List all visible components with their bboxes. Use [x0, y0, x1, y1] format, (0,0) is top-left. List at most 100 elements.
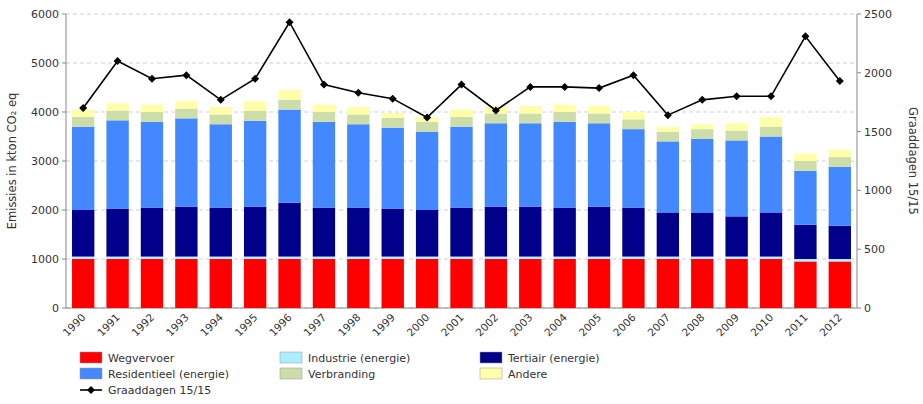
bar [760, 127, 782, 137]
bar [485, 106, 507, 113]
marker [354, 89, 362, 97]
bar [416, 257, 438, 259]
bar [553, 112, 575, 122]
y-tick-label: 3000 [31, 155, 59, 168]
x-tick-label: 1997 [301, 311, 328, 338]
bar [485, 113, 507, 123]
bar [450, 208, 472, 257]
legend-swatch [87, 386, 95, 394]
bar [313, 122, 335, 208]
y-axis-line [66, 14, 67, 308]
bar [622, 119, 644, 129]
bar [691, 259, 713, 308]
y-tick-label: 1000 [31, 253, 59, 266]
marker [526, 83, 534, 91]
bar [829, 226, 851, 259]
bar [725, 140, 747, 216]
bar [829, 259, 851, 261]
y2-tick-label: 500 [864, 243, 885, 256]
marker [251, 75, 259, 83]
bar [450, 257, 472, 259]
x-tick-label: 1995 [232, 311, 259, 338]
x-tick-label: 1993 [163, 311, 190, 338]
bar [278, 110, 300, 203]
marker [698, 96, 706, 104]
bar [450, 117, 472, 127]
bar [588, 259, 610, 308]
bar [210, 107, 232, 114]
marker [148, 75, 156, 83]
bar [519, 259, 541, 308]
marker [733, 92, 741, 100]
marker [767, 92, 775, 100]
legend-label: Industrie (energie) [308, 352, 410, 365]
bar [347, 208, 369, 257]
bar [794, 161, 816, 171]
marker [320, 81, 328, 89]
y-tick-label: 5000 [31, 57, 59, 70]
y-tick [62, 161, 66, 162]
bar [141, 122, 163, 208]
y2-tick [857, 131, 861, 132]
bar [760, 137, 782, 213]
bar [244, 207, 266, 257]
x-tick-label: 2009 [714, 311, 741, 338]
bar [553, 208, 575, 257]
bar [657, 212, 679, 256]
y2-tick-label: 0 [864, 302, 871, 315]
bar [691, 124, 713, 129]
bar [794, 171, 816, 225]
y2-tick [857, 308, 861, 309]
bar [485, 259, 507, 308]
bar [829, 157, 851, 167]
bar [278, 203, 300, 257]
x-tick-label: 1996 [267, 311, 295, 339]
y-tick [62, 210, 66, 211]
bar [141, 112, 163, 122]
bar [313, 208, 335, 257]
bar [382, 113, 404, 118]
legend-swatch [80, 352, 102, 363]
legend-label: Tertiair (energie) [507, 352, 600, 365]
bar [588, 113, 610, 123]
bar [175, 101, 197, 108]
bar [553, 122, 575, 208]
y-axis-title: Emissies in kton CO₂ eq [5, 93, 19, 230]
bar [485, 257, 507, 259]
bar [347, 114, 369, 124]
legend-label: Residentieel (energie) [108, 368, 229, 381]
y-tick-label: 6000 [31, 8, 59, 21]
y2-tick-label: 2000 [864, 67, 892, 80]
legend-swatch [480, 352, 502, 363]
bar [622, 257, 644, 259]
marker [458, 81, 466, 89]
y-tick [62, 259, 66, 260]
chart-container: 0100020003000400050006000050010001500200… [0, 0, 923, 404]
bar [725, 259, 747, 308]
bar [141, 257, 163, 259]
x-tick-label: 2004 [542, 311, 570, 339]
x-tick-label: 2012 [817, 311, 844, 338]
bar [588, 207, 610, 257]
bar [829, 150, 851, 157]
legend-swatch [280, 368, 302, 379]
x-tick-label: 2010 [748, 311, 775, 338]
bar [382, 209, 404, 257]
x-tick-label: 1992 [129, 311, 156, 338]
bar [278, 257, 300, 259]
marker [389, 95, 397, 103]
bar [725, 257, 747, 259]
y2-tick [857, 249, 861, 250]
marker [492, 106, 500, 114]
bar [588, 106, 610, 113]
bar [553, 105, 575, 112]
bar [829, 261, 851, 308]
bar [485, 207, 507, 257]
x-tick-label: 1994 [198, 311, 226, 339]
bar [450, 127, 472, 208]
bar [210, 124, 232, 207]
bar [691, 129, 713, 139]
bar [278, 259, 300, 308]
y2-tick [857, 72, 861, 73]
bar [72, 117, 94, 127]
